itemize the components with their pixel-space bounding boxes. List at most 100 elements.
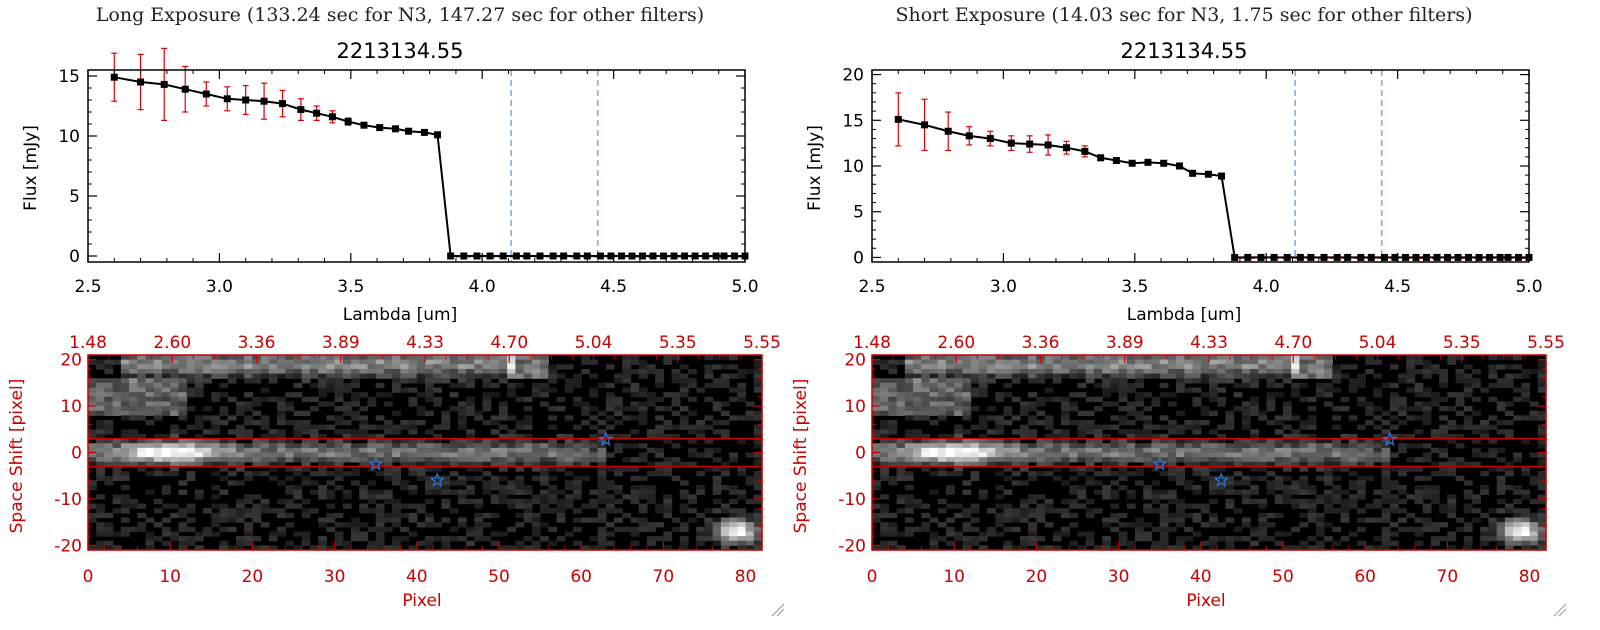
image-pixel <box>1414 429 1424 435</box>
image-pixel <box>1389 540 1399 546</box>
image-pixel <box>1217 424 1227 430</box>
image-pixel <box>359 531 369 537</box>
image-pixel <box>753 382 763 389</box>
image-pixel <box>671 526 681 533</box>
image-pixel <box>1439 429 1448 435</box>
image-pixel <box>318 517 327 523</box>
top-tick-label: 5.55 <box>1527 333 1565 353</box>
image-pixel <box>383 443 393 449</box>
image-pixel <box>872 512 881 519</box>
image-pixel <box>888 457 898 463</box>
image-pixel <box>564 415 574 421</box>
image-pixel <box>523 433 533 440</box>
image-pixel <box>962 429 972 435</box>
image-pixel <box>1176 452 1185 458</box>
image-pixel <box>268 466 278 472</box>
image-pixel <box>186 517 196 523</box>
image-pixel <box>540 471 549 477</box>
image-pixel <box>630 531 640 537</box>
image-pixel <box>904 406 914 412</box>
image-pixel <box>1250 429 1259 435</box>
image-pixel <box>277 373 286 379</box>
image-pixel <box>1266 438 1276 444</box>
image-pixel <box>1241 498 1251 505</box>
image-pixel <box>359 485 369 491</box>
image-pixel <box>1159 522 1169 528</box>
bottom-tick-label: 50 <box>488 567 510 587</box>
image-pixel <box>342 364 352 370</box>
image-pixel <box>1398 378 1407 384</box>
image-pixel <box>1241 410 1251 416</box>
image-pixel <box>1036 494 1046 500</box>
image-pixel <box>954 471 964 477</box>
image-pixel <box>334 475 344 481</box>
image-pixel <box>962 526 972 533</box>
image-pixel <box>1241 517 1251 523</box>
image-pixel <box>904 378 914 384</box>
image-pixel <box>392 452 401 458</box>
image-pixel <box>572 480 582 486</box>
image-pixel <box>1356 378 1366 384</box>
image-pixel <box>219 373 229 379</box>
image-pixel <box>1537 452 1547 458</box>
image-pixel <box>227 373 237 379</box>
image-pixel <box>880 461 890 468</box>
data-point <box>1296 253 1304 261</box>
image-pixel <box>646 489 656 495</box>
image-pixel <box>441 461 451 468</box>
image-pixel <box>490 447 500 454</box>
image-pixel <box>1299 368 1309 375</box>
image-pixel <box>351 433 360 440</box>
image-pixel <box>400 364 410 370</box>
image-pixel <box>466 373 475 379</box>
image-pixel <box>1085 512 1095 519</box>
image-pixel <box>474 531 484 537</box>
resize-grip-icon[interactable] <box>771 603 785 617</box>
image-pixel <box>457 359 467 365</box>
image-pixel <box>1430 522 1440 528</box>
image-pixel <box>1044 545 1054 551</box>
image-pixel <box>929 540 939 546</box>
image-pixel <box>375 368 385 375</box>
image-pixel <box>1184 447 1194 454</box>
image-pixel <box>1324 498 1333 505</box>
x-tick-label: 4.5 <box>1384 277 1411 297</box>
image-pixel <box>1389 503 1399 509</box>
image-pixel <box>556 512 566 519</box>
image-pixel <box>1028 498 1037 505</box>
image-pixel <box>945 526 955 533</box>
image-pixel <box>1209 359 1218 365</box>
image-pixel <box>441 480 451 486</box>
image-pixel <box>745 517 755 523</box>
image-pixel <box>638 457 648 463</box>
image-pixel <box>219 392 229 398</box>
image-pixel <box>605 452 615 458</box>
resize-grip-icon[interactable] <box>1553 603 1567 617</box>
image-pixel <box>921 447 931 454</box>
image-pixel <box>1365 438 1374 444</box>
image-pixel <box>1414 475 1424 481</box>
data-point <box>1367 253 1375 261</box>
image-pixel <box>1167 461 1177 468</box>
image-pixel <box>523 368 533 375</box>
image-pixel <box>120 531 130 537</box>
image-pixel <box>277 410 286 416</box>
image-pixel <box>285 406 295 412</box>
image-pixel <box>1291 368 1301 375</box>
image-pixel <box>1274 415 1284 421</box>
image-pixel <box>548 368 558 375</box>
image-pixel <box>1324 364 1333 370</box>
image-pixel <box>194 447 204 454</box>
image-pixel <box>1135 401 1144 407</box>
image-pixel <box>1266 471 1276 477</box>
image-pixel <box>962 447 972 454</box>
image-pixel <box>153 536 163 542</box>
image-pixel <box>1406 466 1416 472</box>
image-pixel <box>888 443 898 449</box>
image-pixel <box>392 475 401 481</box>
image-pixel <box>872 452 881 458</box>
image-pixel <box>383 401 393 407</box>
image-pixel <box>244 429 253 435</box>
image-pixel <box>523 443 533 449</box>
image-pixel <box>671 457 681 463</box>
